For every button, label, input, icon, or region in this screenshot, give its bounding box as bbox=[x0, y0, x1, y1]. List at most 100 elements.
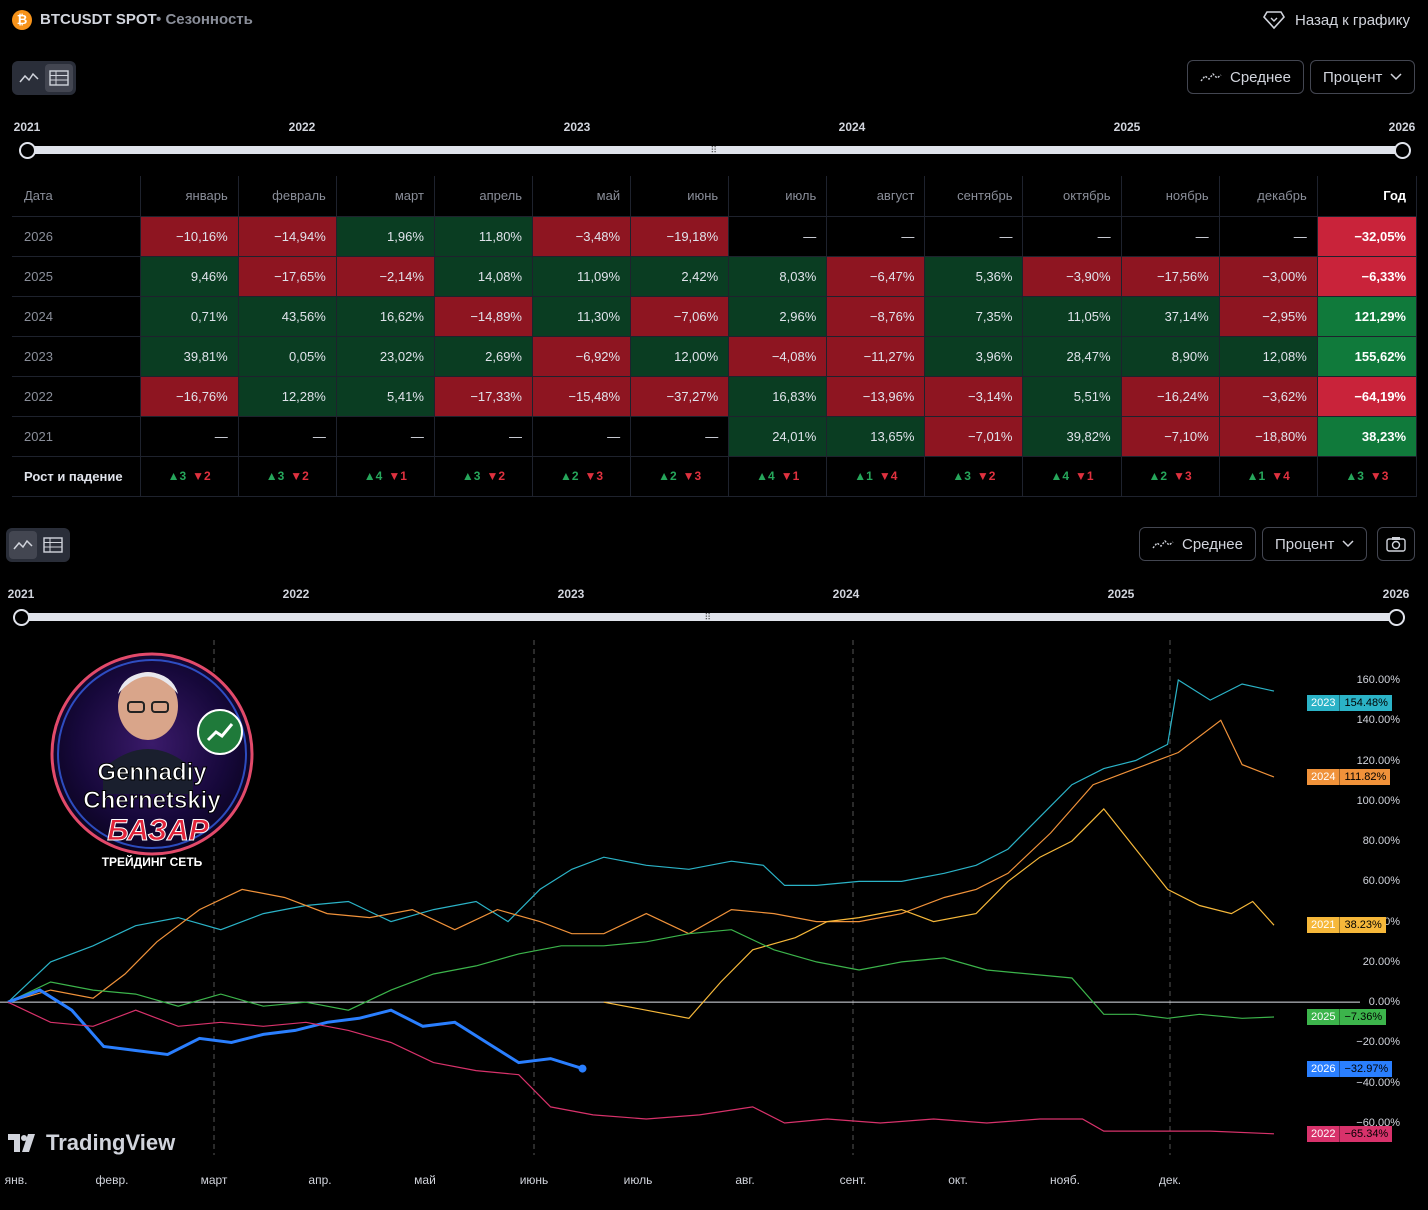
month-return-cell[interactable]: −7,06% bbox=[630, 296, 730, 337]
month-return-cell[interactable]: 12,00% bbox=[630, 336, 730, 377]
year-total-cell[interactable]: −32,05% bbox=[1317, 216, 1418, 257]
month-return-cell[interactable]: −16,24% bbox=[1121, 376, 1220, 417]
month-return-cell[interactable]: −14,89% bbox=[434, 296, 534, 337]
series-line-2021[interactable] bbox=[603, 807, 1275, 1019]
column-header[interactable]: Дата bbox=[12, 176, 141, 217]
month-return-cell[interactable]: −7,10% bbox=[1121, 416, 1220, 457]
top-year-slider[interactable]: 2021 2022 2023 2024 2025 2026 ⠿ bbox=[0, 120, 1428, 170]
month-return-cell[interactable]: 39,81% bbox=[140, 336, 239, 377]
slider-track[interactable] bbox=[27, 146, 1402, 154]
month-return-cell[interactable]: 2,69% bbox=[434, 336, 534, 377]
slider-start-handle[interactable] bbox=[13, 609, 30, 626]
month-return-cell[interactable]: 23,02% bbox=[336, 336, 435, 377]
slider-drag-grip-icon[interactable]: ⠿ bbox=[704, 612, 712, 622]
bottom-year-slider[interactable]: 2021 2022 2023 2024 2025 2026 ⠿ bbox=[0, 587, 1428, 637]
month-return-cell[interactable]: −17,33% bbox=[434, 376, 534, 417]
column-header[interactable]: Год bbox=[1317, 176, 1418, 217]
column-header[interactable]: январь bbox=[140, 176, 239, 217]
line-view-button[interactable] bbox=[15, 64, 43, 92]
month-return-cell[interactable]: 16,83% bbox=[728, 376, 828, 417]
month-return-cell[interactable]: −17,56% bbox=[1121, 256, 1220, 297]
month-return-cell[interactable]: — bbox=[924, 216, 1024, 257]
month-return-cell[interactable]: −4,08% bbox=[728, 336, 828, 377]
column-header[interactable]: февраль bbox=[238, 176, 337, 217]
month-return-cell[interactable]: 43,56% bbox=[238, 296, 337, 337]
series-line-2022[interactable] bbox=[7, 1001, 1275, 1135]
month-return-cell[interactable]: 2,96% bbox=[728, 296, 828, 337]
month-return-cell[interactable]: 5,36% bbox=[924, 256, 1024, 297]
month-return-cell[interactable]: −3,48% bbox=[532, 216, 632, 257]
back-to-chart-button[interactable]: Назад к графику bbox=[1263, 10, 1410, 30]
year-total-cell[interactable]: 121,29% bbox=[1317, 296, 1418, 337]
month-return-cell[interactable]: 16,62% bbox=[336, 296, 435, 337]
month-return-cell[interactable]: — bbox=[336, 416, 435, 457]
top-mode-select[interactable]: Процент bbox=[1310, 60, 1416, 94]
column-header[interactable]: ноябрь bbox=[1121, 176, 1220, 217]
month-return-cell[interactable]: 8,90% bbox=[1121, 336, 1220, 377]
series-line-2026[interactable] bbox=[7, 988, 583, 1071]
series-line-2025[interactable] bbox=[7, 929, 1275, 1019]
month-return-cell[interactable]: −37,27% bbox=[630, 376, 730, 417]
month-return-cell[interactable]: 3,96% bbox=[924, 336, 1024, 377]
slider-end-handle[interactable] bbox=[1394, 142, 1411, 159]
column-header[interactable]: июнь bbox=[630, 176, 730, 217]
month-return-cell[interactable]: −3,62% bbox=[1219, 376, 1318, 417]
bottom-average-button[interactable]: Среднее bbox=[1139, 527, 1256, 561]
screenshot-button[interactable] bbox=[1377, 527, 1415, 561]
month-return-cell[interactable]: 24,01% bbox=[728, 416, 828, 457]
top-average-button[interactable]: Среднее bbox=[1187, 60, 1304, 94]
month-return-cell[interactable]: −19,18% bbox=[630, 216, 730, 257]
month-return-cell[interactable]: −2,95% bbox=[1219, 296, 1318, 337]
symbol-title[interactable]: BTCUSDT SPOT bbox=[40, 11, 157, 28]
month-return-cell[interactable]: — bbox=[630, 416, 730, 457]
month-return-cell[interactable]: −11,27% bbox=[826, 336, 926, 377]
column-header[interactable]: август bbox=[826, 176, 926, 217]
month-return-cell[interactable]: — bbox=[1022, 216, 1122, 257]
month-return-cell[interactable]: 0,05% bbox=[238, 336, 337, 377]
month-return-cell[interactable]: −10,16% bbox=[140, 216, 239, 257]
month-return-cell[interactable]: 2,42% bbox=[630, 256, 730, 297]
slider-start-handle[interactable] bbox=[19, 142, 36, 159]
bottom-mode-select[interactable]: Процент bbox=[1262, 527, 1368, 561]
month-return-cell[interactable]: 7,35% bbox=[924, 296, 1024, 337]
month-return-cell[interactable]: −18,80% bbox=[1219, 416, 1318, 457]
column-header[interactable]: октябрь bbox=[1022, 176, 1122, 217]
table-view-button[interactable] bbox=[45, 64, 73, 92]
month-return-cell[interactable]: — bbox=[140, 416, 239, 457]
month-return-cell[interactable]: — bbox=[434, 416, 534, 457]
column-header[interactable]: апрель bbox=[434, 176, 534, 217]
month-return-cell[interactable]: −16,76% bbox=[140, 376, 239, 417]
month-return-cell[interactable]: −17,65% bbox=[238, 256, 337, 297]
month-return-cell[interactable]: 0,71% bbox=[140, 296, 239, 337]
month-return-cell[interactable]: 1,96% bbox=[336, 216, 435, 257]
month-return-cell[interactable]: −6,47% bbox=[826, 256, 926, 297]
table-view-button[interactable] bbox=[39, 531, 67, 559]
month-return-cell[interactable]: 12,28% bbox=[238, 376, 337, 417]
month-return-cell[interactable]: 11,30% bbox=[532, 296, 632, 337]
month-return-cell[interactable]: 9,46% bbox=[140, 256, 239, 297]
month-return-cell[interactable]: 8,03% bbox=[728, 256, 828, 297]
slider-drag-grip-icon[interactable]: ⠿ bbox=[710, 145, 718, 155]
month-return-cell[interactable]: 37,14% bbox=[1121, 296, 1220, 337]
slider-end-handle[interactable] bbox=[1388, 609, 1405, 626]
month-return-cell[interactable]: −3,00% bbox=[1219, 256, 1318, 297]
column-header[interactable]: сентябрь bbox=[924, 176, 1024, 217]
month-return-cell[interactable]: 11,80% bbox=[434, 216, 534, 257]
month-return-cell[interactable]: 12,08% bbox=[1219, 336, 1318, 377]
month-return-cell[interactable]: — bbox=[728, 216, 828, 257]
series-line-2024[interactable] bbox=[7, 719, 1275, 1003]
column-header[interactable]: декабрь bbox=[1219, 176, 1318, 217]
month-return-cell[interactable]: −3,14% bbox=[924, 376, 1024, 417]
column-header[interactable]: июль bbox=[728, 176, 828, 217]
month-return-cell[interactable]: — bbox=[1219, 216, 1318, 257]
month-return-cell[interactable]: −2,14% bbox=[336, 256, 435, 297]
year-total-cell[interactable]: −6,33% bbox=[1317, 256, 1418, 297]
line-view-button[interactable] bbox=[9, 531, 37, 559]
month-return-cell[interactable]: −8,76% bbox=[826, 296, 926, 337]
month-return-cell[interactable]: −6,92% bbox=[532, 336, 632, 377]
year-total-cell[interactable]: −64,19% bbox=[1317, 376, 1418, 417]
year-total-cell[interactable]: 155,62% bbox=[1317, 336, 1418, 377]
month-return-cell[interactable]: 39,82% bbox=[1022, 416, 1122, 457]
month-return-cell[interactable]: 11,05% bbox=[1022, 296, 1122, 337]
year-total-cell[interactable]: 38,23% bbox=[1317, 416, 1418, 457]
